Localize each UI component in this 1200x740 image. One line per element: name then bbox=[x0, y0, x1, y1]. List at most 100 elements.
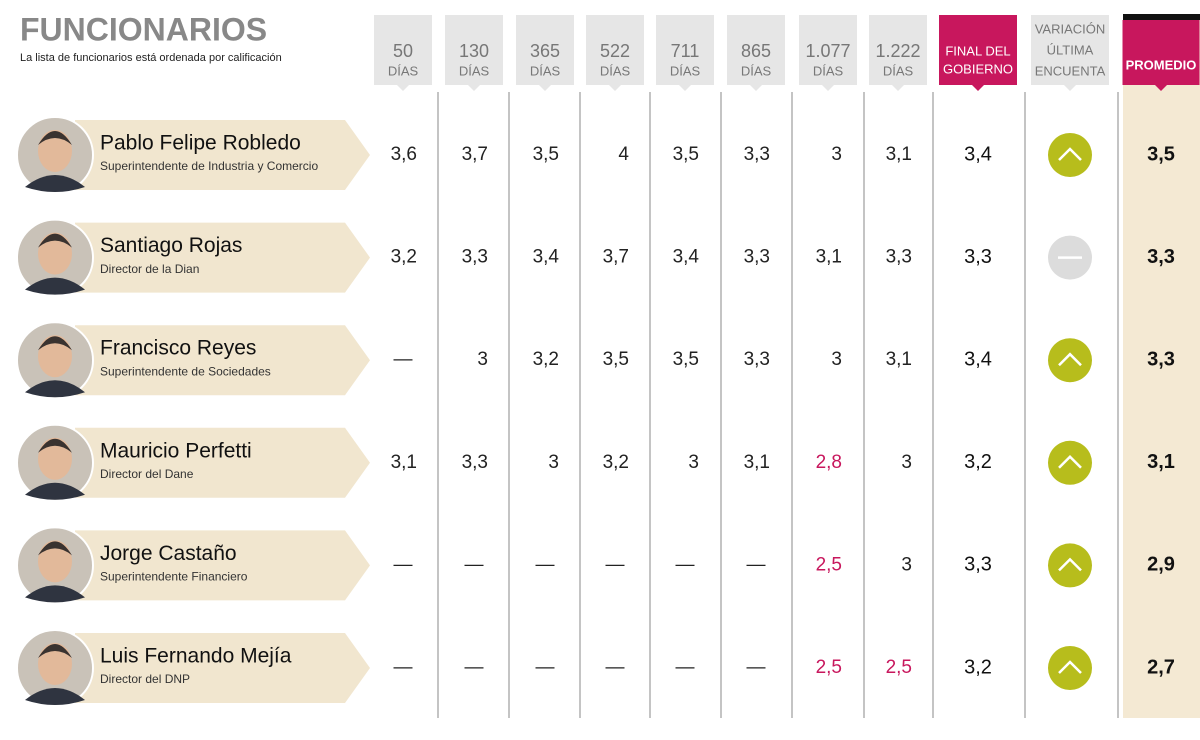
rating: — bbox=[606, 657, 625, 678]
average-rating: 2,9 bbox=[1147, 554, 1175, 576]
rating: — bbox=[465, 554, 484, 575]
rating: — bbox=[606, 554, 625, 575]
header-label: DÍAS bbox=[813, 63, 844, 78]
photo-face bbox=[38, 540, 72, 583]
rating: 3,3 bbox=[462, 247, 488, 268]
rating: — bbox=[536, 554, 555, 575]
header-box bbox=[374, 15, 432, 85]
average-column-bg bbox=[1123, 14, 1200, 718]
header-box bbox=[939, 15, 1017, 85]
name-banner bbox=[75, 325, 370, 396]
header-label: VARIACIÓN bbox=[1035, 21, 1106, 36]
name-banner bbox=[75, 222, 370, 293]
rating: 3,1 bbox=[816, 247, 842, 268]
trend-chevron bbox=[1058, 352, 1082, 367]
rating: 3,5 bbox=[533, 144, 559, 165]
rating: 3,5 bbox=[673, 144, 699, 165]
photo-shoulders bbox=[25, 175, 85, 192]
final-rating: 3,4 bbox=[964, 348, 992, 370]
header-pointer bbox=[822, 85, 834, 91]
rating: — bbox=[676, 657, 695, 678]
rating: 3,2 bbox=[391, 247, 417, 268]
rating: — bbox=[536, 657, 555, 678]
average-rating: 3,5 bbox=[1147, 143, 1175, 165]
header-pointer bbox=[609, 85, 621, 91]
rating: 3,4 bbox=[673, 247, 700, 268]
final-rating: 3,3 bbox=[964, 554, 992, 576]
average-rating: 3,3 bbox=[1147, 348, 1175, 370]
header-label: DÍAS bbox=[741, 63, 772, 78]
rating: 3,1 bbox=[886, 349, 912, 370]
average-rating: 3,3 bbox=[1147, 246, 1175, 268]
rating: — bbox=[394, 349, 413, 370]
header-label: ENCUENTA bbox=[1035, 63, 1106, 78]
rating: 3,3 bbox=[462, 452, 488, 473]
header-label: 130 bbox=[459, 41, 489, 61]
person-role: Superintendente de Sociedades bbox=[100, 364, 271, 378]
header-label: 522 bbox=[600, 41, 630, 61]
person-role: Director del Dane bbox=[100, 467, 194, 481]
rating: 2,5 bbox=[886, 657, 912, 678]
rating: 3,1 bbox=[886, 144, 912, 165]
header-label: 711 bbox=[671, 41, 700, 61]
trend-up-icon bbox=[1048, 440, 1092, 485]
rating: 3,5 bbox=[673, 349, 699, 370]
rating: — bbox=[747, 554, 766, 575]
person-role: Director del DNP bbox=[100, 672, 190, 686]
photo-face bbox=[38, 643, 72, 685]
rating: 3 bbox=[901, 554, 912, 575]
header-label: DÍAS bbox=[459, 63, 490, 78]
trend-chevron bbox=[1058, 660, 1082, 674]
photo-hair bbox=[38, 336, 72, 351]
photo-shoulders bbox=[25, 688, 85, 705]
name-banner bbox=[75, 427, 370, 498]
average-rating: 3,1 bbox=[1147, 451, 1175, 473]
header-label: 1.077 bbox=[805, 41, 850, 61]
header-pointer bbox=[539, 85, 551, 91]
header-label: 50 bbox=[393, 41, 413, 61]
header-box bbox=[1122, 20, 1200, 85]
header-label: 1.222 bbox=[875, 41, 920, 61]
header-label: GOBIERNO bbox=[943, 61, 1013, 76]
rating: 2,5 bbox=[816, 657, 842, 678]
rating: 3,4 bbox=[533, 247, 560, 268]
trend-chevron bbox=[1058, 455, 1082, 469]
rating: 3 bbox=[831, 144, 842, 165]
header-box bbox=[869, 15, 927, 85]
header-box bbox=[445, 15, 503, 85]
rating: 3,2 bbox=[603, 452, 629, 473]
rating: — bbox=[676, 554, 695, 575]
header-pointer bbox=[892, 85, 904, 91]
rating: 4 bbox=[618, 144, 629, 165]
person-name: Jorge Castaño bbox=[100, 542, 237, 565]
rating: 3 bbox=[477, 349, 488, 370]
header-box bbox=[1031, 15, 1109, 85]
header-pointer bbox=[397, 85, 409, 91]
header-label: DÍAS bbox=[600, 63, 631, 78]
rating: 3,7 bbox=[462, 144, 488, 165]
header-label: DÍAS bbox=[883, 63, 914, 78]
rating: 2,5 bbox=[816, 554, 842, 575]
rating: 3,2 bbox=[533, 349, 559, 370]
header-box bbox=[799, 15, 857, 85]
photo-shoulders bbox=[25, 380, 85, 398]
photo-hair bbox=[38, 541, 72, 556]
name-banner bbox=[75, 120, 370, 190]
rating: 3,6 bbox=[391, 144, 417, 165]
trend-up-icon bbox=[1048, 338, 1092, 383]
header-pointer bbox=[972, 85, 984, 91]
header-label: PROMEDIO bbox=[1126, 57, 1197, 72]
person-name: Santiago Rojas bbox=[100, 234, 242, 257]
name-banner bbox=[75, 530, 370, 601]
photo-shoulders bbox=[25, 482, 85, 500]
header-label: FINAL DEL bbox=[945, 43, 1010, 58]
average-top-bar bbox=[1123, 14, 1200, 20]
final-rating: 3,2 bbox=[964, 451, 992, 473]
header-label: DÍAS bbox=[530, 63, 561, 78]
photo-shoulders bbox=[25, 585, 85, 603]
rating: 2,8 bbox=[816, 452, 842, 473]
trend-up-icon bbox=[1048, 543, 1092, 588]
rating: 3,1 bbox=[744, 452, 770, 473]
photo-face bbox=[38, 130, 72, 172]
